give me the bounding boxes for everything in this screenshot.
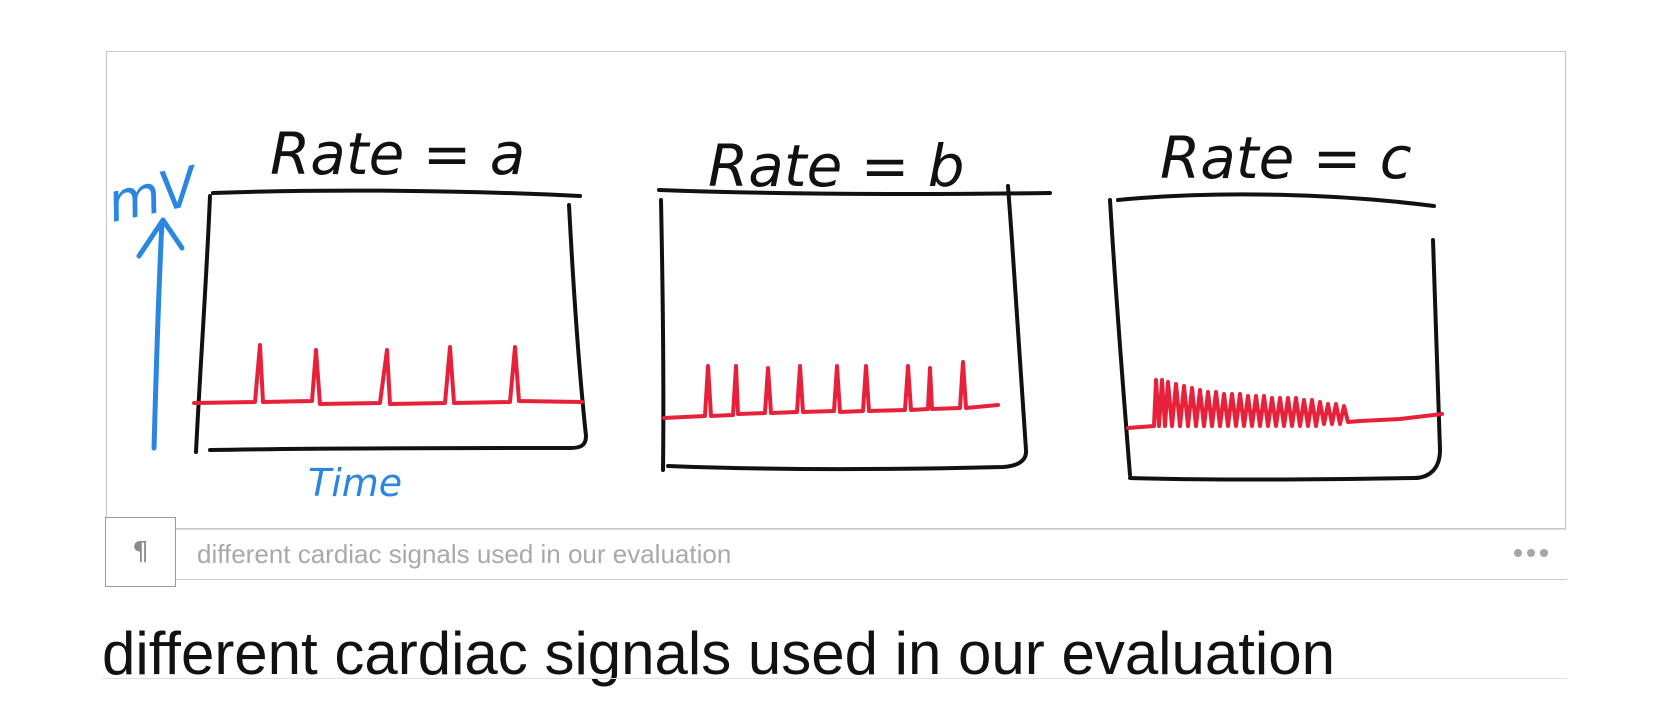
heading-divider <box>102 678 1567 679</box>
ellipsis-icon <box>1514 549 1522 557</box>
figure-caption-heading: different cardiac signals used in our ev… <box>102 620 1335 687</box>
ellipsis-icon <box>1527 549 1535 557</box>
more-options-button[interactable] <box>1509 538 1553 568</box>
ellipsis-icon <box>1540 549 1548 557</box>
paragraph-style-button[interactable]: ¶ <box>105 517 176 587</box>
pilcrow-icon: ¶ <box>132 537 149 567</box>
caption-input[interactable] <box>197 538 1447 570</box>
caption-bar: ¶ <box>105 517 1567 587</box>
figure-image-frame[interactable] <box>106 51 1566 529</box>
